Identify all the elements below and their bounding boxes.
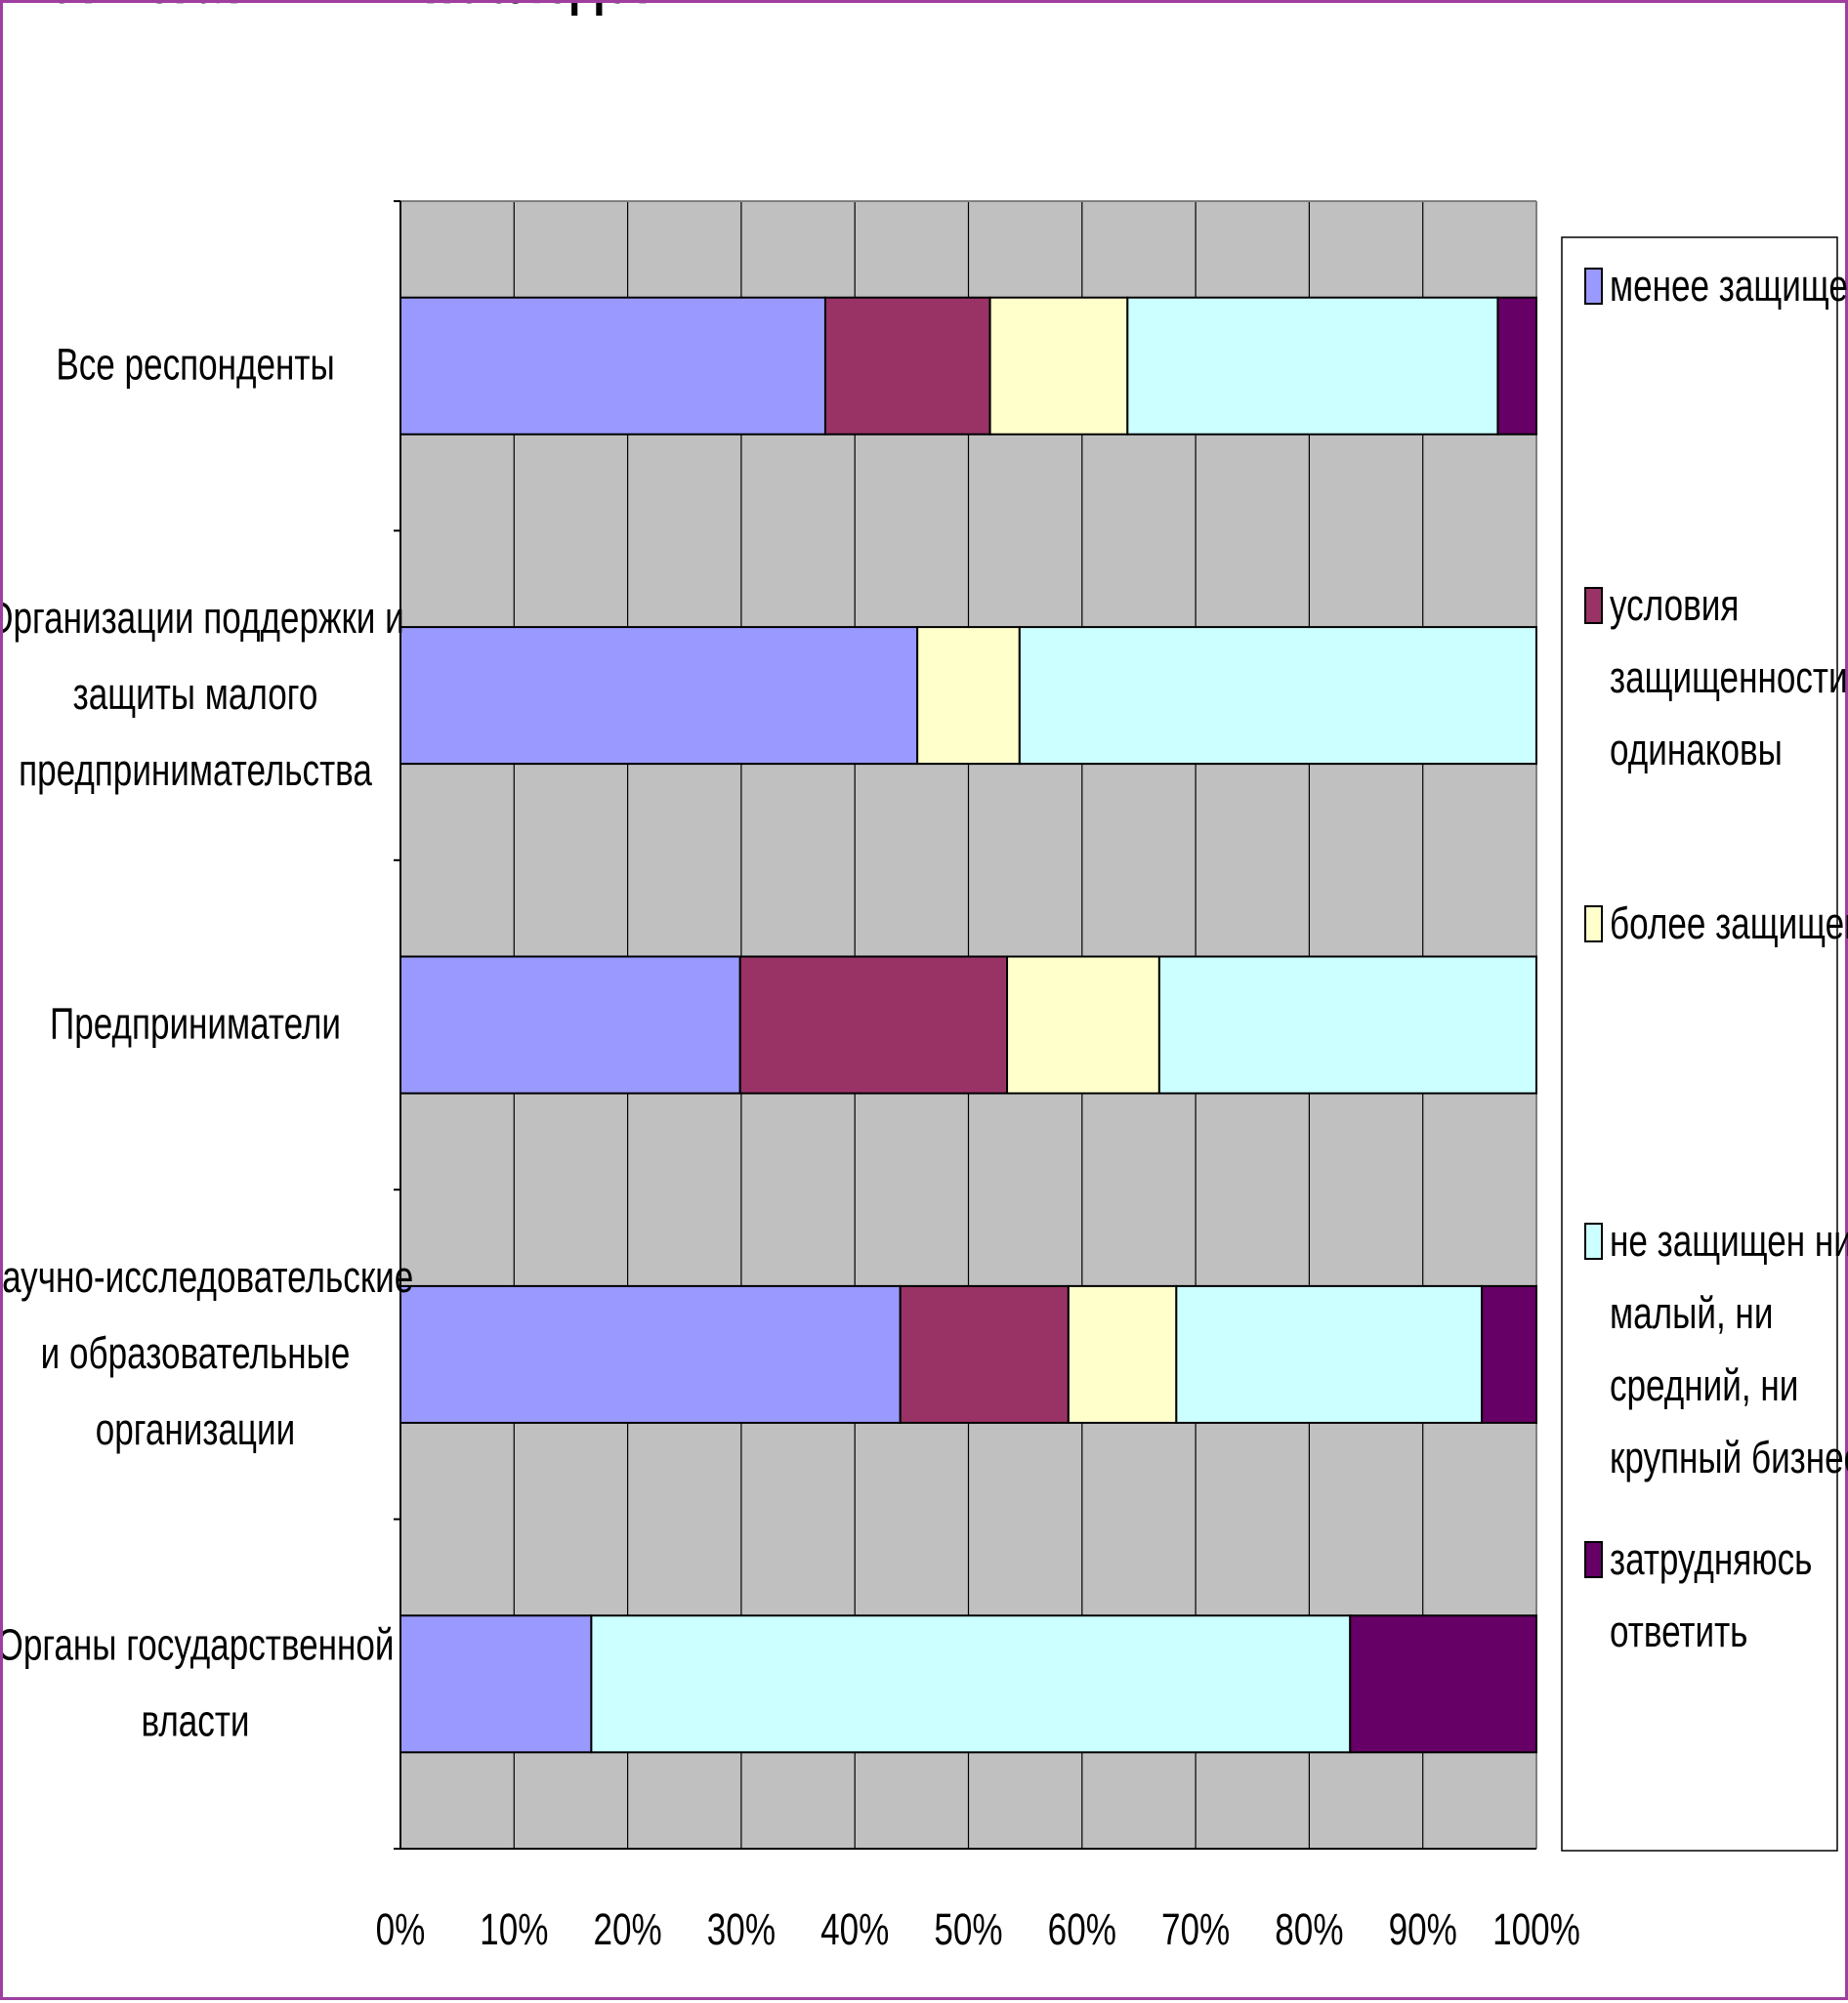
- bar-segment: [899, 1284, 1070, 1424]
- bar-segment: [1175, 1284, 1484, 1424]
- category-label: организации: [96, 1404, 295, 1454]
- bar-segment: [988, 296, 1129, 436]
- legend-label: условия: [1610, 580, 1739, 630]
- bar-segment: [823, 296, 991, 436]
- bar-segment: [399, 626, 919, 766]
- x-tick-label: 40%: [820, 1904, 889, 1954]
- bar-segment: [738, 955, 1009, 1095]
- legend-label: более защищен: [1610, 898, 1848, 948]
- category-label: предпринимательства: [19, 745, 372, 795]
- bar-segment: [1018, 626, 1537, 766]
- x-tick-label: 90%: [1389, 1904, 1457, 1954]
- bar-segment: [399, 1284, 902, 1424]
- legend-swatch: [1584, 905, 1603, 942]
- legend-label: малый, ни: [1610, 1288, 1773, 1338]
- bar-segment: [399, 955, 741, 1095]
- x-tick-label: 60%: [1048, 1904, 1116, 1954]
- x-tick-label: 0%: [376, 1904, 426, 1954]
- bar-segment: [1349, 1614, 1537, 1754]
- bar-segment: [1006, 955, 1160, 1095]
- x-tick-label: 30%: [707, 1904, 776, 1954]
- legend-box: [1561, 236, 1838, 1852]
- x-tick-label: 20%: [593, 1904, 661, 1954]
- bar-segment: [590, 1614, 1352, 1754]
- bar-segment: [399, 296, 826, 436]
- bar-segment: [399, 1614, 593, 1754]
- legend-label: крупный бизнес: [1610, 1433, 1848, 1482]
- legend-label: средний, ни: [1610, 1360, 1798, 1410]
- category-label: Научно-исследовательские: [3, 1252, 413, 1302]
- bar-segment: [1126, 296, 1499, 436]
- x-tick-label: 50%: [934, 1904, 1002, 1954]
- legend-label: ответить: [1610, 1607, 1747, 1656]
- category-label: власти: [141, 1695, 249, 1745]
- bar-segment: [1157, 955, 1538, 1095]
- category-label: Органы государственной: [3, 1619, 394, 1669]
- legend-label: не защищен ни: [1610, 1216, 1848, 1266]
- legend-label: менее защищен: [1610, 261, 1848, 311]
- x-tick-label: 70%: [1161, 1904, 1230, 1954]
- category-label: и образовательные: [41, 1328, 351, 1378]
- bar-segment: [1067, 1284, 1178, 1424]
- chart-canvas: Сравнительная защищенность от негативных…: [3, 3, 1848, 1954]
- category-label: защиты малого: [73, 669, 318, 719]
- category-label: Организации поддержки и: [3, 593, 404, 643]
- legend-swatch: [1584, 1223, 1603, 1260]
- x-tick-label: 10%: [480, 1904, 548, 1954]
- legend-label: защищенности: [1610, 652, 1848, 702]
- bar-segment: [1496, 296, 1538, 436]
- legend-swatch: [1584, 268, 1603, 305]
- x-tick-label: 80%: [1275, 1904, 1343, 1954]
- bar-segment: [1481, 1284, 1538, 1424]
- legend-label: одинаковы: [1610, 725, 1783, 774]
- chart-title: Сравнительная защищенность от негативных…: [3, 3, 747, 17]
- legend-swatch: [1584, 587, 1603, 624]
- legend-label: затрудняюсь: [1610, 1534, 1812, 1584]
- legend-swatch: [1584, 1541, 1603, 1578]
- bar-segment: [916, 626, 1021, 766]
- category-label: Все респонденты: [56, 339, 334, 389]
- x-tick-label: 100%: [1492, 1904, 1580, 1954]
- category-label: Предприниматели: [50, 998, 341, 1048]
